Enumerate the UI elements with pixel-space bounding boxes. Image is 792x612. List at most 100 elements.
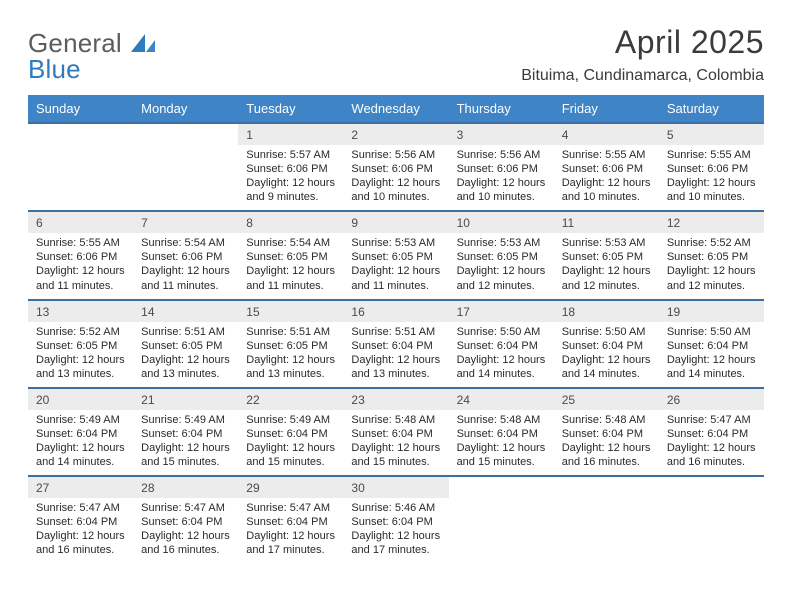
daylight-text: Daylight: 12 hours <box>351 441 440 455</box>
day-body: Sunrise: 5:53 AMSunset: 6:05 PMDaylight:… <box>343 233 448 298</box>
day-cell: 4Sunrise: 5:55 AMSunset: 6:06 PMDaylight… <box>554 123 659 211</box>
day-number: 30 <box>343 477 448 498</box>
day-body: Sunrise: 5:56 AMSunset: 6:06 PMDaylight:… <box>343 145 448 210</box>
daylight-text: and 13 minutes. <box>36 367 125 381</box>
sunrise-text: Sunrise: 5:51 AM <box>351 325 440 339</box>
day-number: 28 <box>133 477 238 498</box>
day-number: 27 <box>28 477 133 498</box>
day-body: Sunrise: 5:55 AMSunset: 6:06 PMDaylight:… <box>659 145 764 210</box>
daylight-text: and 13 minutes. <box>141 367 230 381</box>
day-cell: 29Sunrise: 5:47 AMSunset: 6:04 PMDayligh… <box>238 476 343 563</box>
day-cell: 27Sunrise: 5:47 AMSunset: 6:04 PMDayligh… <box>28 476 133 563</box>
day-cell: 8Sunrise: 5:54 AMSunset: 6:05 PMDaylight… <box>238 211 343 299</box>
sunrise-text: Sunrise: 5:56 AM <box>457 148 546 162</box>
logo: General Blue <box>28 24 155 82</box>
day-body: Sunrise: 5:47 AMSunset: 6:04 PMDaylight:… <box>659 410 764 475</box>
daylight-text: and 16 minutes. <box>562 455 651 469</box>
day-cell: 14Sunrise: 5:51 AMSunset: 6:05 PMDayligh… <box>133 300 238 388</box>
sail-icon <box>131 28 155 58</box>
sunrise-text: Sunrise: 5:55 AM <box>667 148 756 162</box>
sunrise-text: Sunrise: 5:53 AM <box>457 236 546 250</box>
daylight-text: and 12 minutes. <box>562 279 651 293</box>
day-cell: 2Sunrise: 5:56 AMSunset: 6:06 PMDaylight… <box>343 123 448 211</box>
sunset-text: Sunset: 6:04 PM <box>141 427 230 441</box>
daylight-text: and 14 minutes. <box>667 367 756 381</box>
week-row: 27Sunrise: 5:47 AMSunset: 6:04 PMDayligh… <box>28 476 764 563</box>
day-cell: 18Sunrise: 5:50 AMSunset: 6:04 PMDayligh… <box>554 300 659 388</box>
daylight-text: Daylight: 12 hours <box>351 176 440 190</box>
sunrise-text: Sunrise: 5:51 AM <box>246 325 335 339</box>
daylight-text: Daylight: 12 hours <box>667 176 756 190</box>
sunset-text: Sunset: 6:04 PM <box>141 515 230 529</box>
day-cell: 15Sunrise: 5:51 AMSunset: 6:05 PMDayligh… <box>238 300 343 388</box>
day-cell: 12Sunrise: 5:52 AMSunset: 6:05 PMDayligh… <box>659 211 764 299</box>
daylight-text: and 11 minutes. <box>36 279 125 293</box>
day-body: Sunrise: 5:46 AMSunset: 6:04 PMDaylight:… <box>343 498 448 563</box>
calendar-head: SundayMondayTuesdayWednesdayThursdayFrid… <box>28 95 764 123</box>
daylight-text: Daylight: 12 hours <box>562 353 651 367</box>
daylight-text: Daylight: 12 hours <box>562 441 651 455</box>
daylight-text: Daylight: 12 hours <box>351 264 440 278</box>
daylight-text: Daylight: 12 hours <box>246 176 335 190</box>
day-body: Sunrise: 5:48 AMSunset: 6:04 PMDaylight:… <box>554 410 659 475</box>
daylight-text: and 10 minutes. <box>351 190 440 204</box>
sunset-text: Sunset: 6:05 PM <box>351 250 440 264</box>
sunset-text: Sunset: 6:06 PM <box>246 162 335 176</box>
day-cell: 30Sunrise: 5:46 AMSunset: 6:04 PMDayligh… <box>343 476 448 563</box>
day-header: Sunday <box>28 95 133 123</box>
day-header: Thursday <box>449 95 554 123</box>
daylight-text: Daylight: 12 hours <box>141 353 230 367</box>
day-body: Sunrise: 5:52 AMSunset: 6:05 PMDaylight:… <box>28 322 133 387</box>
sunset-text: Sunset: 6:04 PM <box>457 427 546 441</box>
day-cell: 10Sunrise: 5:53 AMSunset: 6:05 PMDayligh… <box>449 211 554 299</box>
sunrise-text: Sunrise: 5:52 AM <box>36 325 125 339</box>
sunset-text: Sunset: 6:05 PM <box>36 339 125 353</box>
day-number: 29 <box>238 477 343 498</box>
daylight-text: Daylight: 12 hours <box>351 353 440 367</box>
daylight-text: and 10 minutes. <box>562 190 651 204</box>
sunset-text: Sunset: 6:05 PM <box>141 339 230 353</box>
empty-cell <box>554 476 659 563</box>
day-body: Sunrise: 5:49 AMSunset: 6:04 PMDaylight:… <box>28 410 133 475</box>
day-number: 5 <box>659 124 764 145</box>
sunrise-text: Sunrise: 5:48 AM <box>457 413 546 427</box>
day-number: 16 <box>343 301 448 322</box>
sunrise-text: Sunrise: 5:47 AM <box>667 413 756 427</box>
sunset-text: Sunset: 6:04 PM <box>36 515 125 529</box>
sunset-text: Sunset: 6:06 PM <box>141 250 230 264</box>
day-body: Sunrise: 5:49 AMSunset: 6:04 PMDaylight:… <box>238 410 343 475</box>
day-body: Sunrise: 5:50 AMSunset: 6:04 PMDaylight:… <box>554 322 659 387</box>
sunrise-text: Sunrise: 5:46 AM <box>351 501 440 515</box>
sunrise-text: Sunrise: 5:54 AM <box>141 236 230 250</box>
day-number: 21 <box>133 389 238 410</box>
day-body: Sunrise: 5:52 AMSunset: 6:05 PMDaylight:… <box>659 233 764 298</box>
daylight-text: Daylight: 12 hours <box>141 529 230 543</box>
day-number: 17 <box>449 301 554 322</box>
daylight-text: Daylight: 12 hours <box>457 353 546 367</box>
sunset-text: Sunset: 6:04 PM <box>246 515 335 529</box>
sunrise-text: Sunrise: 5:53 AM <box>562 236 651 250</box>
sunrise-text: Sunrise: 5:55 AM <box>36 236 125 250</box>
day-cell: 20Sunrise: 5:49 AMSunset: 6:04 PMDayligh… <box>28 388 133 476</box>
daylight-text: and 11 minutes. <box>246 279 335 293</box>
day-body: Sunrise: 5:54 AMSunset: 6:06 PMDaylight:… <box>133 233 238 298</box>
sunrise-text: Sunrise: 5:48 AM <box>351 413 440 427</box>
daylight-text: Daylight: 12 hours <box>36 441 125 455</box>
day-cell: 11Sunrise: 5:53 AMSunset: 6:05 PMDayligh… <box>554 211 659 299</box>
day-number: 6 <box>28 212 133 233</box>
sunrise-text: Sunrise: 5:55 AM <box>562 148 651 162</box>
day-number: 14 <box>133 301 238 322</box>
daylight-text: Daylight: 12 hours <box>562 176 651 190</box>
day-cell: 19Sunrise: 5:50 AMSunset: 6:04 PMDayligh… <box>659 300 764 388</box>
sunset-text: Sunset: 6:06 PM <box>351 162 440 176</box>
day-cell: 3Sunrise: 5:56 AMSunset: 6:06 PMDaylight… <box>449 123 554 211</box>
day-cell: 5Sunrise: 5:55 AMSunset: 6:06 PMDaylight… <box>659 123 764 211</box>
day-number: 2 <box>343 124 448 145</box>
daylight-text: Daylight: 12 hours <box>667 441 756 455</box>
sunrise-text: Sunrise: 5:56 AM <box>351 148 440 162</box>
week-row: 6 Sunrise: 5:55 AM Sunset: 6:06 PM Daylight… <box>28 211 764 299</box>
sunrise-text: Sunrise: 5:47 AM <box>246 501 335 515</box>
day-number: 10 <box>449 212 554 233</box>
sunrise-text: Sunrise: 5:50 AM <box>667 325 756 339</box>
day-body: Sunrise: 5:53 AMSunset: 6:05 PMDaylight:… <box>554 233 659 298</box>
